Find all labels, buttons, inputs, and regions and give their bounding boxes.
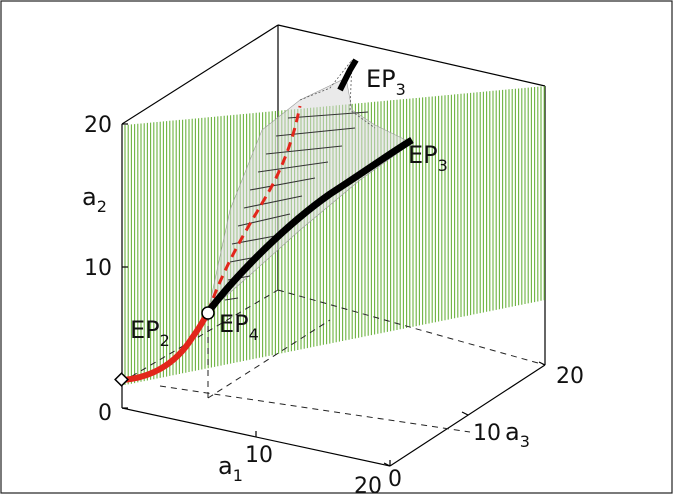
ep2-label: EP2	[130, 316, 170, 350]
a2-tick-10: 10	[84, 256, 112, 281]
a2-tick-20: 20	[84, 113, 112, 138]
a1-axis-label: a1	[218, 452, 243, 485]
a3-axis-label: a3	[505, 418, 530, 451]
box-back-edges	[121, 24, 546, 408]
a1-tick-20: 20	[354, 474, 382, 494]
red-curve-ep2	[121, 310, 211, 383]
ep3-top-label: EP3	[366, 65, 406, 99]
a3-tick-10: 10	[473, 421, 501, 446]
red-dashed-curve	[206, 105, 302, 313]
a3-tick-20: 20	[556, 364, 584, 389]
ep4-label: EP4	[219, 310, 259, 344]
open-diamond-icon	[114, 372, 129, 387]
a2-tick-0: 0	[98, 401, 112, 426]
tick-marks	[122, 123, 546, 467]
a3-tick-0: 0	[388, 467, 402, 492]
projection-lines	[121, 289, 546, 433]
ep3-right-label: EP3	[408, 141, 448, 175]
open-circle-icon	[201, 306, 215, 320]
black-curve-top	[337, 58, 359, 92]
a1-tick-10: 10	[245, 443, 273, 468]
a2-axis-label: a2	[82, 183, 107, 216]
black-curve-ep3	[205, 136, 414, 315]
